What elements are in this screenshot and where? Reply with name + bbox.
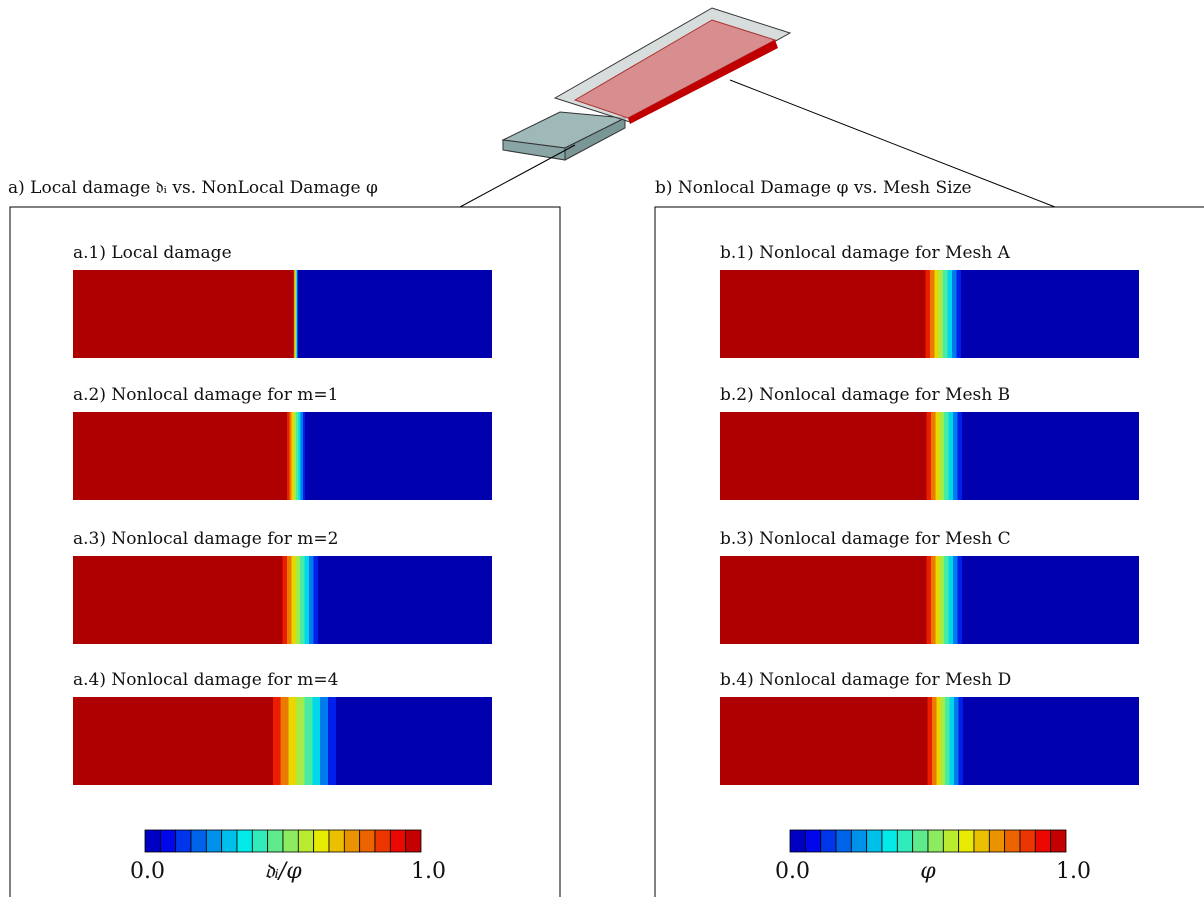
colorbar-segment bbox=[897, 830, 912, 852]
panel-title: b) Nonlocal Damage φ vs. Mesh Size bbox=[655, 178, 972, 198]
contour-strip bbox=[73, 697, 492, 785]
colorbar-segment bbox=[145, 830, 160, 852]
plot-label: a.4) Nonlocal damage for m=4 bbox=[73, 670, 338, 690]
colorbar-segment bbox=[913, 830, 928, 852]
colorbar-segment bbox=[821, 830, 836, 852]
plot-label: b.3) Nonlocal damage for Mesh C bbox=[720, 529, 1011, 549]
colorbar-segment bbox=[851, 830, 866, 852]
colorbar-segment bbox=[959, 830, 974, 852]
contour-strip bbox=[720, 697, 1139, 785]
plot-label: b.4) Nonlocal damage for Mesh D bbox=[720, 670, 1011, 690]
colorbar-segment bbox=[268, 830, 283, 852]
plot-label: a.1) Local damage bbox=[73, 243, 232, 263]
colorbar-segment bbox=[943, 830, 958, 852]
colorbar-segment bbox=[360, 830, 375, 852]
colorbar-segment bbox=[283, 830, 298, 852]
plot-label: b.2) Nonlocal damage for Mesh B bbox=[720, 385, 1010, 405]
colorbar-segment bbox=[206, 830, 221, 852]
plot-label: a.3) Nonlocal damage for m=2 bbox=[73, 529, 338, 549]
colorbar-segment bbox=[406, 830, 421, 852]
colorbar-segment bbox=[390, 830, 405, 852]
colorbar-label: φ bbox=[920, 859, 936, 884]
colorbar-segment bbox=[790, 830, 805, 852]
colorbar-label: 𝔡ᵢ/φ bbox=[264, 859, 302, 884]
colorbar-segment bbox=[237, 830, 252, 852]
colorbar-segment bbox=[867, 830, 882, 852]
panel-title: a) Local damage 𝔡ᵢ vs. NonLocal Damage φ bbox=[8, 178, 378, 198]
colorbar-min: 0.0 bbox=[775, 859, 810, 884]
contour-strip bbox=[720, 412, 1139, 500]
colorbar-segment bbox=[1035, 830, 1050, 852]
colorbar-segment bbox=[298, 830, 313, 852]
colorbar-segment bbox=[805, 830, 820, 852]
colorbar-segment bbox=[329, 830, 344, 852]
colorbar-segment bbox=[344, 830, 359, 852]
colorbar-segment bbox=[1005, 830, 1020, 852]
colorbar-segment bbox=[928, 830, 943, 852]
colorbar-segment bbox=[314, 830, 329, 852]
colorbar-max: 1.0 bbox=[1056, 859, 1091, 884]
plot-label: a.2) Nonlocal damage for m=1 bbox=[73, 385, 338, 405]
colorbar-segment bbox=[252, 830, 267, 852]
colorbar-max: 1.0 bbox=[411, 859, 446, 884]
contour-strip bbox=[73, 412, 492, 500]
contour-strip bbox=[73, 556, 492, 644]
colorbar-segment bbox=[1020, 830, 1035, 852]
colorbar-min: 0.0 bbox=[130, 859, 165, 884]
figure: a) Local damage 𝔡ᵢ vs. NonLocal Damage φ… bbox=[0, 0, 1204, 897]
colorbar-segment bbox=[989, 830, 1004, 852]
colorbar-segment bbox=[974, 830, 989, 852]
colorbar-segment bbox=[375, 830, 390, 852]
colorbar-segment bbox=[176, 830, 191, 852]
contour-strip bbox=[720, 556, 1139, 644]
colorbar-segment bbox=[1051, 830, 1066, 852]
plot-label: b.1) Nonlocal damage for Mesh A bbox=[720, 243, 1011, 263]
colorbar-segment bbox=[160, 830, 175, 852]
colorbar-segment bbox=[882, 830, 897, 852]
contour-strip bbox=[720, 270, 1139, 358]
contour-strip bbox=[73, 270, 492, 358]
colorbar-segment bbox=[191, 830, 206, 852]
colorbar-segment bbox=[836, 830, 851, 852]
colorbar-segment bbox=[222, 830, 237, 852]
